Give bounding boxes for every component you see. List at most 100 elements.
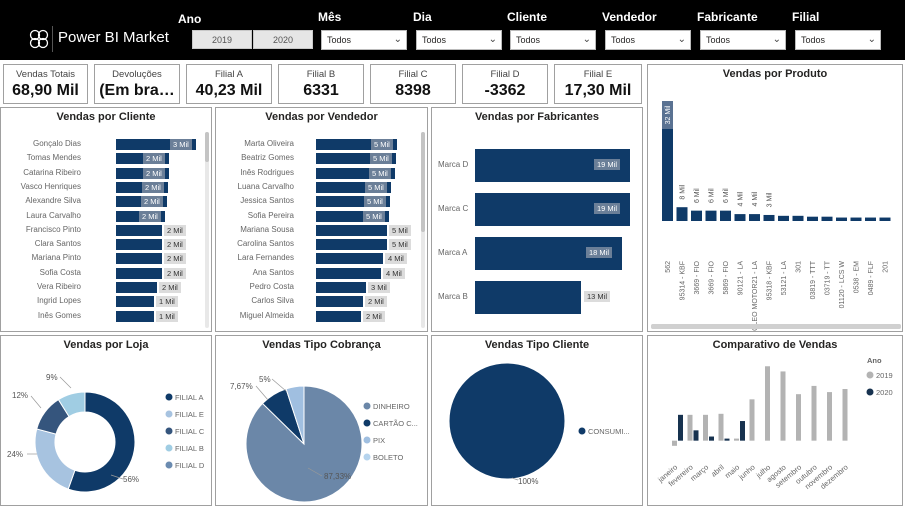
legend-marker [578, 427, 586, 435]
bar-row[interactable]: Lara Fernandes 4 Mil [216, 253, 416, 265]
bar-data-label: 2 Mil [142, 181, 164, 193]
bar-row[interactable]: Carolina Santos 5 Mil [216, 239, 416, 251]
bar [316, 139, 397, 150]
year-2019-button[interactable]: 2019 [192, 30, 252, 49]
kpi-filial-e: Filial E 17,30 Mil [554, 64, 642, 104]
bar-label: Gonçalo Dias [32, 139, 81, 148]
cliente-dropdown-value: Todos [516, 35, 541, 45]
bar-row[interactable]: Marca C 19 Mil [432, 193, 642, 227]
legend-marker [363, 436, 371, 444]
scrollbar-thumb[interactable] [205, 132, 209, 162]
bar-data-label: 5 Mil [364, 196, 386, 208]
vendas-por-cliente-panel: Vendas por Cliente Gonçalo Dias 3 Mil Toma… [0, 107, 212, 332]
scrollbar[interactable] [205, 132, 209, 328]
bar-row[interactable]: Marca B 13 Mil [432, 281, 642, 315]
horizontal-scrollbar[interactable] [651, 324, 901, 329]
bar-row[interactable]: Gonçalo Dias 3 Mil [1, 139, 201, 150]
bar-row[interactable]: Mariana Pinto 2 Mil [1, 253, 201, 265]
leader-line [271, 378, 287, 392]
pie-data-label: 12% [12, 391, 28, 400]
bar-row[interactable]: Pedro Costa 3 Mil [216, 282, 416, 293]
legend-label: BOLETO [373, 453, 403, 462]
vendedor-dropdown[interactable]: Todos ⌄ [605, 30, 691, 50]
bar [705, 210, 717, 221]
bar-data-label: 3 Mil [170, 139, 192, 150]
bar-row[interactable]: Mariana Sousa 5 Mil [216, 224, 416, 236]
bar-data-label: 5 Mil [369, 167, 391, 179]
bar-row[interactable]: Inês Gomes 1 Mil [1, 310, 201, 322]
bar-data-label: 5 Mil [363, 210, 385, 222]
pie-data-label: 56% [123, 475, 139, 484]
bar [691, 210, 702, 221]
vendas-tipo-cobranca-panel: Vendas Tipo Cobrança 87,33% 7,67% 5% DINHEI… [215, 335, 428, 506]
bar [796, 394, 801, 441]
bar-label: Ana Santos [252, 267, 294, 277]
bar-row[interactable]: Carlos Silva 2 Mil [216, 296, 416, 308]
vendas-tipo-cliente-panel: Vendas Tipo Cliente 100% CONSUMI... [431, 335, 643, 506]
vendas-por-loja-chart: 56% 24% 12% 9% FILIAL A FILIAL E FILIAL C FILIA… [7, 373, 205, 493]
bar-row[interactable]: Catarina Ribeiro 2 Mil [1, 167, 201, 179]
bar-row[interactable]: Ingrid Lopes 1 Mil [1, 296, 201, 308]
bar-row[interactable]: Sofia Costa 2 Mil [1, 267, 201, 279]
filter-label-cliente: Cliente [507, 10, 548, 24]
bar [316, 253, 383, 265]
legend-marker [363, 419, 371, 427]
vendas-por-produto-panel: Vendas por Produto 32 Mil 562 8 Mil 95314 -… [647, 64, 903, 332]
filter-label-fabricante: Fabricante [697, 10, 758, 24]
bar [709, 436, 714, 441]
bar-label: Miguel Almeida [239, 310, 294, 320]
bar [475, 281, 581, 314]
leader-line [110, 474, 124, 480]
dia-dropdown-value: Todos [422, 35, 447, 45]
year-2020-button[interactable]: 2020 [253, 30, 313, 49]
bar-row[interactable]: Clara Santos 2 Mil [1, 239, 201, 251]
scrollbar-thumb[interactable] [651, 324, 901, 329]
bar-row[interactable]: Vasco Henriques 2 Mil [1, 181, 201, 193]
bar-row[interactable]: Luana Carvalho 5 Mil [216, 181, 416, 193]
scrollbar-thumb[interactable] [421, 132, 425, 232]
bar-row[interactable]: Marca A 18 Mil [432, 237, 642, 271]
kpi-label: Filial E [583, 69, 613, 80]
legend-marker [165, 461, 173, 469]
bar-data-label: 6 Mil [694, 188, 701, 203]
dia-dropdown[interactable]: Todos ⌄ [416, 30, 502, 50]
bar [879, 217, 891, 221]
mes-dropdown[interactable]: Todos ⌄ [321, 30, 407, 50]
bar-label: Clara Santos [34, 239, 81, 249]
bar-label: Laura Carvalho [26, 210, 81, 220]
bar-row[interactable]: Ana Santos 4 Mil [216, 267, 416, 279]
bar-row[interactable]: Sofia Pereira 5 Mil [216, 210, 416, 222]
bar-row[interactable]: Tomas Mendes 2 Mil [1, 153, 201, 165]
legend-label: FILIAL B [175, 444, 204, 453]
bar-label: Marta Oliveira [244, 139, 294, 148]
bar-row[interactable]: Jessica Santos 5 Mil [216, 196, 416, 208]
bar-data-label: 2 Mil [141, 196, 163, 208]
bar [765, 366, 770, 441]
bar-row[interactable]: Francisco Pinto 2 Mil [1, 224, 201, 236]
bar-row[interactable]: Inês Rodrigues 5 Mil [216, 167, 416, 179]
cliente-dropdown[interactable]: Todos ⌄ [510, 30, 596, 50]
leader-line [307, 467, 323, 477]
legend-marker [165, 393, 173, 401]
scrollbar[interactable] [421, 132, 425, 328]
pie-slice [285, 385, 305, 445]
filial-dropdown[interactable]: Todos ⌄ [795, 30, 881, 50]
bar [316, 210, 389, 222]
bar-row[interactable]: Marca D 19 Mil [432, 149, 642, 183]
bar-data-label: 2 Mil [164, 239, 186, 251]
fabricante-dropdown[interactable]: Todos ⌄ [700, 30, 786, 50]
bar [116, 282, 157, 293]
bar-row[interactable]: Laura Carvalho 2 Mil [1, 210, 201, 222]
bar-row[interactable]: Vera Ribeiro 2 Mil [1, 282, 201, 293]
bar [116, 139, 196, 150]
bar-row[interactable]: Miguel Almeida 2 Mil [216, 310, 416, 322]
bar-row[interactable]: Alexandre Silva 2 Mil [1, 196, 201, 208]
legend-marker [165, 410, 173, 418]
bar-row[interactable]: Beatriz Gomes 5 Mil [216, 153, 416, 165]
legend-label: 2020 [876, 388, 893, 397]
bar [749, 399, 755, 441]
bar-row[interactable]: Marta Oliveira 5 Mil [216, 139, 416, 150]
panel-title: Vendas por Produto [722, 68, 828, 80]
bar [662, 101, 673, 221]
bar-label: Inês Rodrigues [240, 167, 294, 177]
